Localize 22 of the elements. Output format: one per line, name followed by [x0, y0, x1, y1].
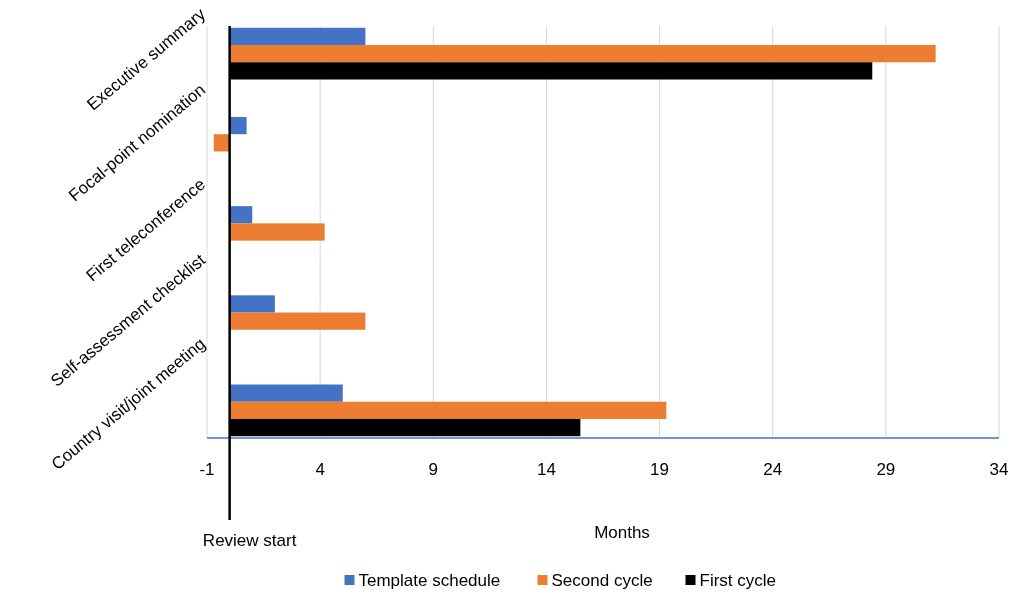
bar	[229, 401, 667, 419]
x-tick-label: 34	[989, 460, 1009, 479]
bar	[229, 116, 247, 135]
bar	[229, 27, 366, 46]
bar	[229, 45, 936, 63]
x-axis-title: Months	[594, 523, 650, 542]
x-tick-label: 24	[763, 460, 783, 479]
bar	[229, 384, 343, 402]
x-tick-label: 19	[650, 460, 670, 479]
x-tick-label: 14	[536, 460, 556, 479]
bar	[229, 223, 325, 241]
legend-label: Template schedule	[358, 571, 501, 590]
x-tick-label: 29	[876, 460, 896, 479]
legend-label: Second cycle	[551, 571, 653, 590]
ref-line-label: Review start	[202, 531, 297, 550]
legend-label: First cycle	[699, 571, 776, 590]
x-tick-label: 9	[428, 460, 439, 479]
bar	[229, 206, 253, 224]
x-tick-label: -1	[199, 460, 215, 479]
bar	[229, 312, 366, 330]
x-tick-label: 4	[315, 460, 325, 479]
bar	[229, 295, 275, 313]
